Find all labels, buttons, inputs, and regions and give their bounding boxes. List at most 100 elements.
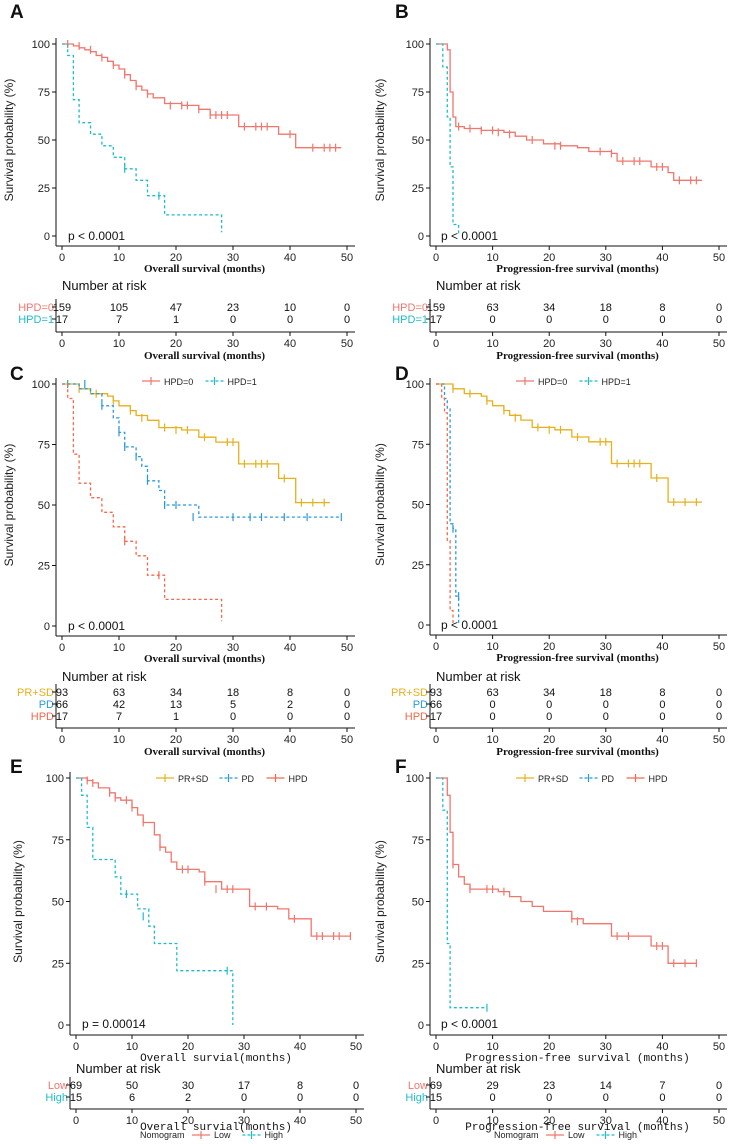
risk-x-tick-label: 40 — [284, 734, 296, 746]
risk-cell: 17 — [430, 314, 442, 326]
risk-row-label: HPD=1 — [392, 314, 428, 326]
y-tick-label: 25 — [38, 561, 50, 573]
risk-cell: 0 — [353, 1080, 359, 1092]
risk-row-label: HPD — [31, 711, 54, 723]
risk-cell: 0 — [546, 1092, 552, 1104]
p-value: p < 0.0001 — [68, 229, 125, 243]
risk-cell: 30 — [182, 1080, 194, 1092]
x-tick-label: 20 — [543, 1041, 555, 1053]
risk-cell: 0 — [716, 687, 722, 699]
y-tick-label: 75 — [38, 440, 50, 452]
risk-cell: 2 — [287, 699, 293, 711]
legend: HPD=0 HPD=1 — [516, 377, 631, 387]
risk-cell: 159 — [427, 302, 445, 314]
panel-b: BSurvival probability (%)02550751000 10 20… — [373, 2, 727, 362]
x-axis-label: Progression-free survival (months) — [496, 263, 659, 275]
risk-x-tick-label: 20 — [170, 338, 182, 350]
risk-x-axis-label: Overall survival (months) — [144, 350, 265, 362]
y-tick-label: 75 — [38, 87, 50, 99]
x-tick-label: 10 — [126, 1041, 138, 1053]
km-curve-hpd-0 — [62, 44, 341, 148]
legend-label: PD — [602, 774, 615, 784]
risk-row-label: HPD=0 — [392, 302, 428, 314]
risk-x-tick-label: 30 — [600, 338, 612, 350]
risk-cell: 17 — [56, 711, 68, 723]
risk-table: Number at riskHPD=0159 63 34 18 8 0HPD=1 17 0 0 0… — [392, 278, 727, 362]
panel-d: DSurvival probability (%)02550751000 10 20… — [373, 364, 727, 758]
bottom-legend-title: Nomogram — [494, 1130, 539, 1140]
risk-cell: 1 — [173, 314, 179, 326]
y-tick-label: 100 — [406, 379, 424, 391]
x-tick-label: 50 — [350, 1041, 362, 1053]
y-tick-label: 50 — [52, 897, 64, 909]
risk-cell: 2 — [185, 1092, 191, 1104]
risk-table-title: Number at risk — [436, 669, 521, 684]
risk-cell: 0 — [241, 1092, 247, 1104]
risk-x-tick-label: 0 — [59, 734, 65, 746]
panel-e: ESurvival probability (%)02550751000 10 20… — [10, 757, 364, 1134]
risk-cell: 15 — [70, 1092, 82, 1104]
x-tick-label: 0 — [59, 642, 65, 654]
risk-x-tick-label: 50 — [713, 338, 725, 350]
risk-cell: 0 — [716, 711, 722, 723]
km-curve-high — [436, 778, 487, 1008]
risk-cell: 0 — [603, 314, 609, 326]
legend-label: HPD=1 — [602, 377, 631, 387]
risk-x-tick-label: 50 — [713, 1115, 725, 1127]
bottom-legend-title: Nomogram — [140, 1130, 185, 1140]
legend-label: PD — [242, 774, 255, 784]
km-curve-pd — [436, 384, 459, 625]
risk-cell: 1 — [173, 711, 179, 723]
y-tick-label: 25 — [412, 560, 424, 572]
risk-cell: 0 — [490, 699, 496, 711]
y-tick-label: 0 — [58, 1020, 64, 1032]
risk-cell: 17 — [430, 711, 442, 723]
km-curve-hpd-0 — [436, 44, 702, 180]
bottom-legend-label: High — [265, 1130, 284, 1140]
risk-cell: 63 — [113, 687, 125, 699]
risk-cell: 63 — [486, 687, 498, 699]
risk-cell: 23 — [543, 1080, 555, 1092]
risk-row-label: Low — [408, 1080, 428, 1092]
y-tick-label: 50 — [38, 500, 50, 512]
x-axis-label: Overall survival (months) — [144, 263, 265, 275]
risk-cell: 69 — [430, 1080, 442, 1092]
risk-cell: 0 — [490, 1092, 496, 1104]
p-value: p < 0.0001 — [441, 618, 498, 632]
legend-label: PR+SD — [538, 774, 569, 784]
x-tick-label: 50 — [713, 641, 725, 653]
risk-table: Number at riskPR+SD 93 63 34 18 8 0PD 66 42 13 5 2 0… — [17, 669, 355, 758]
x-tick-label: 0 — [433, 641, 439, 653]
risk-row-label: PD — [413, 699, 428, 711]
legend-label: HPD=0 — [164, 377, 193, 387]
risk-cell: 18 — [600, 302, 612, 314]
legend-label: PR+SD — [178, 774, 209, 784]
y-axis-label: Survival probability (%) — [2, 444, 16, 567]
y-tick-label: 75 — [412, 439, 424, 451]
risk-cell: 13 — [170, 699, 182, 711]
legend-label: HPD — [289, 774, 309, 784]
km-curve-high — [76, 778, 233, 1025]
bottom-legend-label: Low — [214, 1130, 231, 1140]
x-tick-label: 10 — [113, 642, 125, 654]
risk-x-tick-label: 0 — [59, 338, 65, 350]
p-value: p = 0.00014 — [82, 1017, 146, 1031]
risk-cell: 34 — [543, 687, 555, 699]
risk-cell: 66 — [430, 699, 442, 711]
x-tick-label: 30 — [238, 1041, 250, 1053]
y-axis-label: Survival probability (%) — [373, 79, 387, 202]
risk-cell: 66 — [56, 699, 68, 711]
risk-x-tick-label: 40 — [656, 734, 668, 746]
x-tick-label: 40 — [284, 252, 296, 264]
x-tick-label: 10 — [113, 252, 125, 264]
x-tick-label: 50 — [713, 1041, 725, 1053]
risk-x-tick-label: 10 — [486, 338, 498, 350]
risk-cell: 0 — [603, 711, 609, 723]
risk-row-label: HPD — [405, 711, 428, 723]
x-tick-label: 10 — [486, 1041, 498, 1053]
y-tick-label: 25 — [38, 183, 50, 195]
risk-x-tick-label: 30 — [600, 734, 612, 746]
risk-cell: 8 — [659, 302, 665, 314]
